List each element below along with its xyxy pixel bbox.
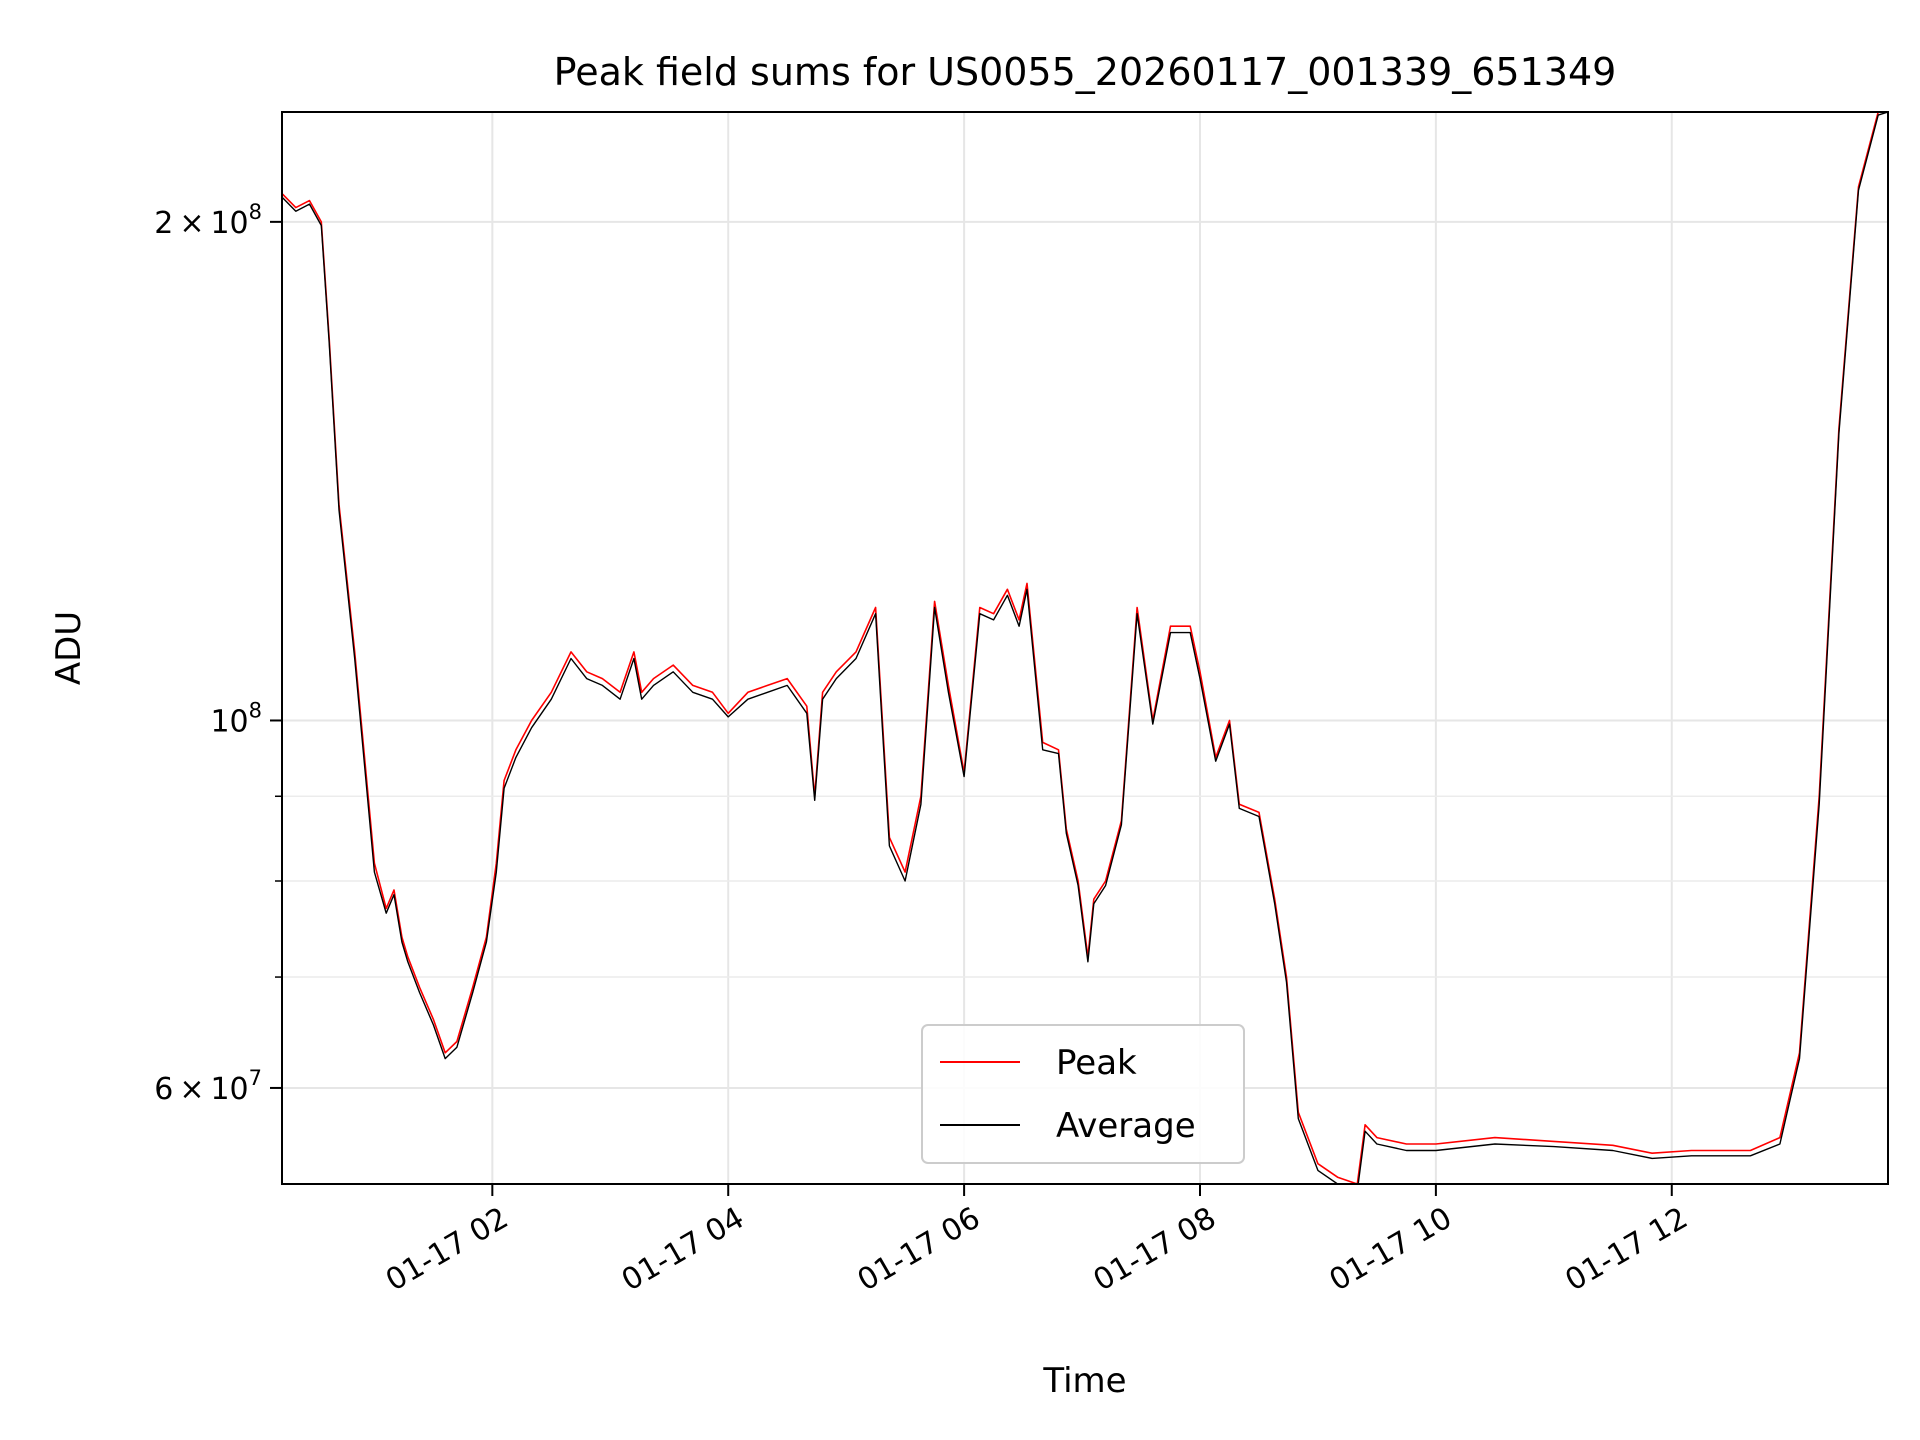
plot-frame bbox=[281, 111, 1889, 1185]
y-tick-label: 108 bbox=[210, 698, 262, 739]
chart-title: Peak field sums for US0055_20260117_0013… bbox=[554, 50, 1617, 94]
plot-lines bbox=[282, 112, 1888, 1184]
x-axis-label: Time bbox=[1042, 1361, 1126, 1401]
y-axis-label: ADU bbox=[49, 611, 89, 685]
legend-box bbox=[921, 1024, 1245, 1164]
series-line-peak bbox=[282, 112, 1888, 1184]
y-tick-label: 2 × 108 bbox=[154, 200, 262, 241]
legend-label-peak: Peak bbox=[1056, 1043, 1137, 1083]
legend-label-average: Average bbox=[1056, 1106, 1196, 1146]
y-tick-label: 6 × 107 bbox=[154, 1066, 262, 1107]
series-line-average bbox=[282, 112, 1888, 1184]
grid bbox=[282, 112, 1888, 1184]
legend: Peak Average bbox=[921, 1024, 1245, 1164]
